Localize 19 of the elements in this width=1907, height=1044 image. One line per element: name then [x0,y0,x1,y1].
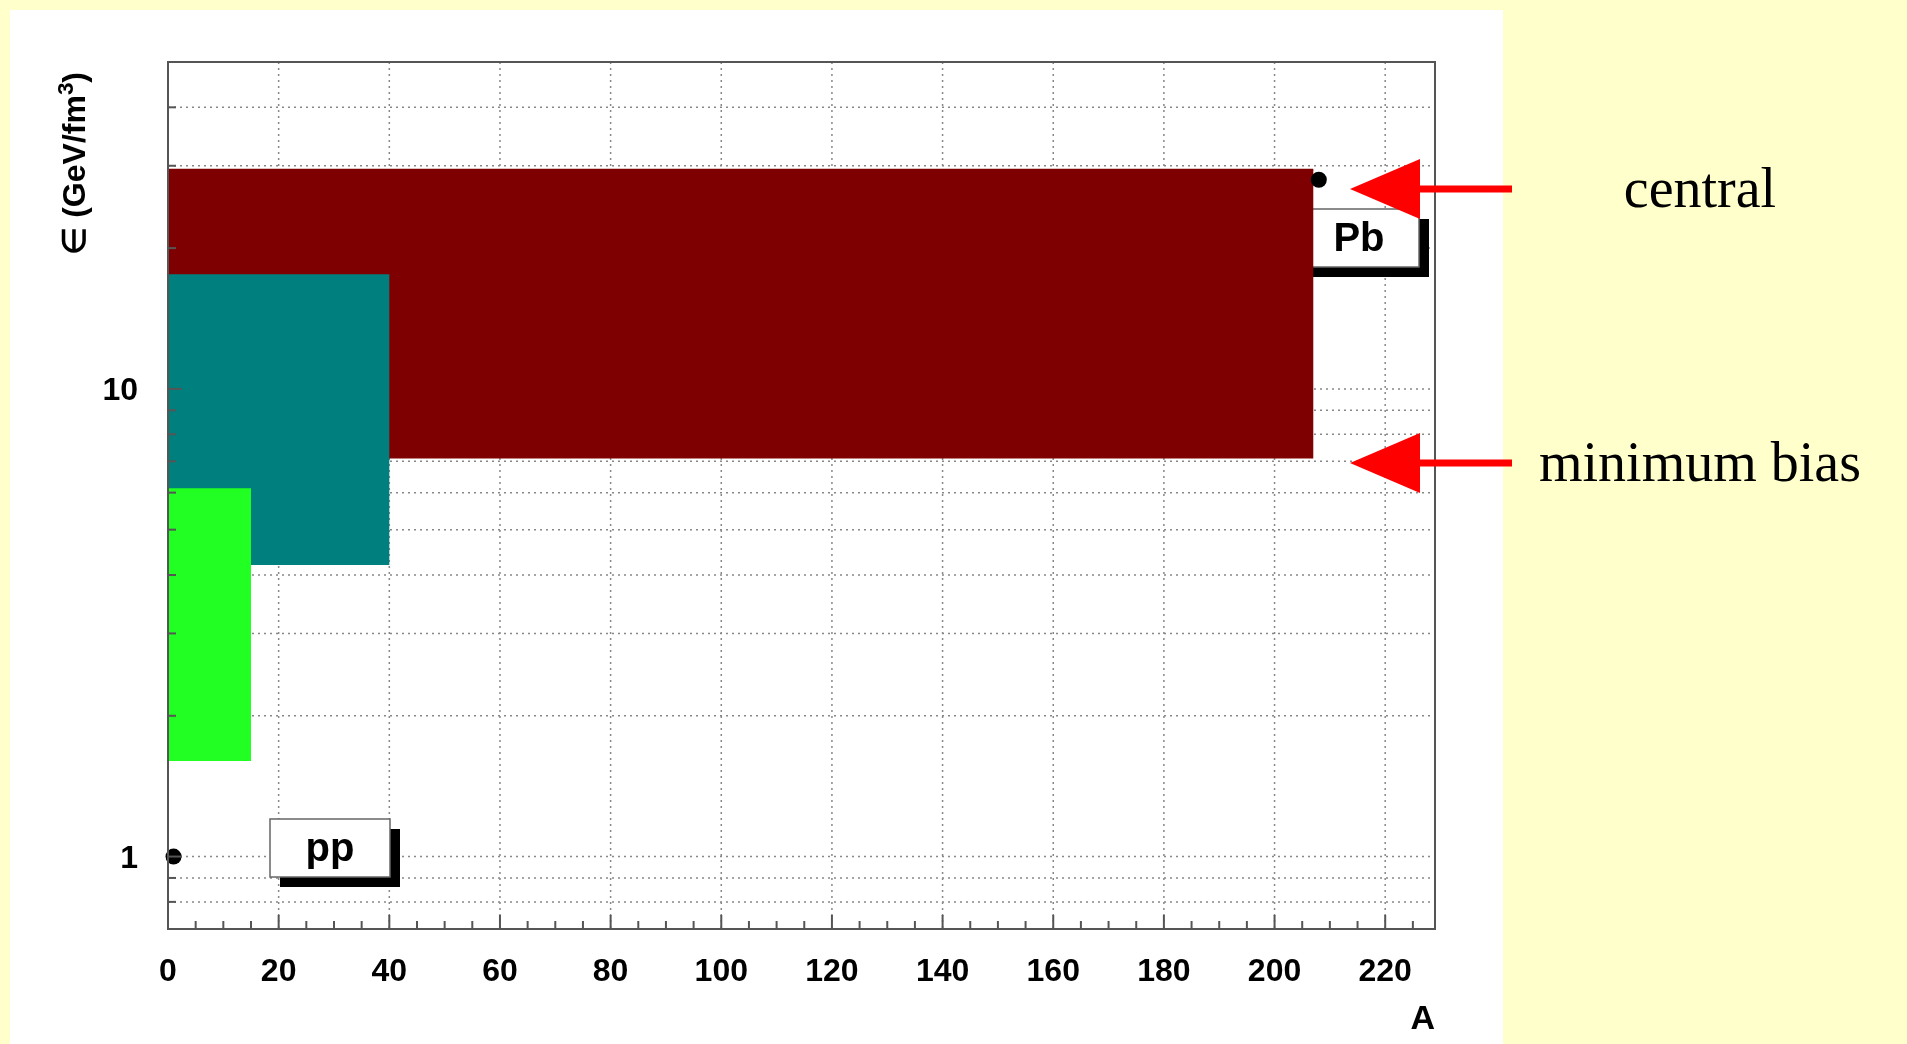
x-tick-label: 120 [805,952,859,988]
x-tick-label: 140 [915,952,970,988]
x-tick-label: 200 [1247,952,1302,988]
x-axis-title: A [1410,998,1435,1036]
x-tick-label: 20 [260,952,297,988]
annotation: Pb [1333,215,1385,259]
x-tick-label: 80 [592,952,629,988]
x-tick-label: 100 [694,952,748,988]
y-tick-label: 1 [120,838,138,875]
text: central [1623,157,1777,219]
x-tick-label: 160 [1026,952,1080,988]
x-tick-label: 40 [371,952,408,988]
x-tick-label: 180 [1137,952,1191,988]
text: minimum bias [1539,431,1861,493]
x-tick-label: 0 [159,952,177,988]
annotation: pp [305,825,355,869]
x-tick-label: 60 [482,952,518,988]
x-tick-label: 220 [1358,952,1412,988]
y-tick-label: 10 [102,370,138,407]
